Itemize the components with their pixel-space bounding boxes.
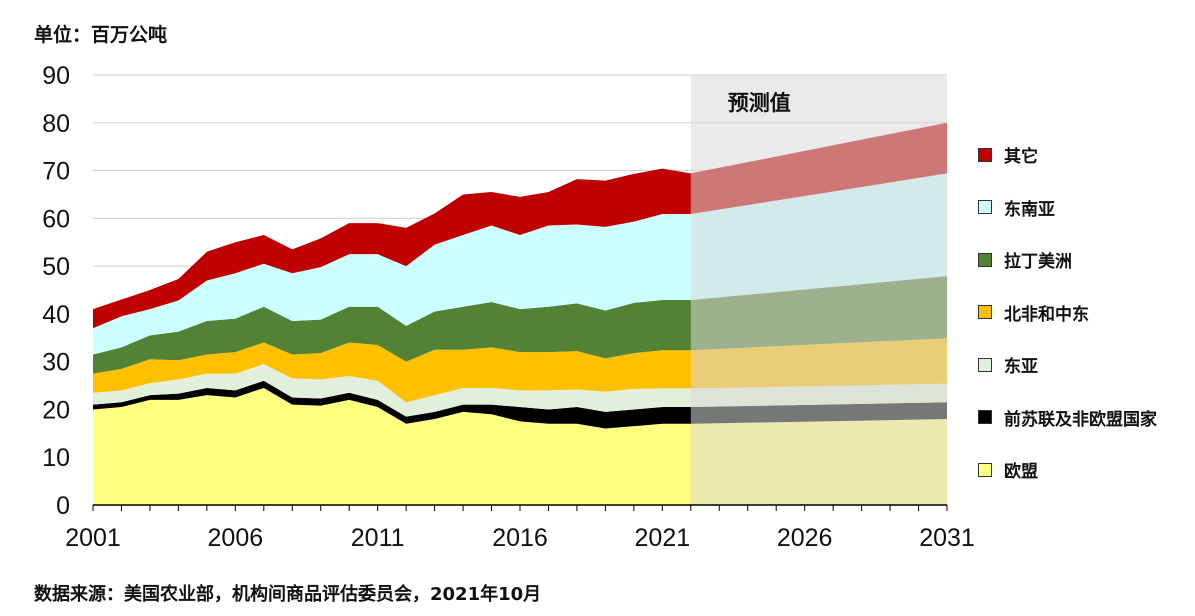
legend-item: 北非和中东 xyxy=(978,300,1089,325)
y-tick-label: 20 xyxy=(42,396,70,424)
y-tick-label: 90 xyxy=(42,62,70,90)
x-tick-label: 2016 xyxy=(492,524,548,552)
legend-label: 东亚 xyxy=(1004,357,1038,377)
legend-swatch xyxy=(978,200,992,214)
legend-label: 东南亚 xyxy=(1004,199,1055,220)
legend-label: 拉丁美洲 xyxy=(1004,252,1072,272)
legend-label: 前苏联及非欧盟国家 xyxy=(1004,409,1157,430)
x-tick-label: 2031 xyxy=(919,524,975,552)
legend-item: 东亚 xyxy=(978,352,1038,377)
legend-swatch xyxy=(978,252,992,267)
legend-label: 欧盟 xyxy=(1004,462,1038,482)
y-tick-label: 80 xyxy=(42,110,70,138)
y-tick-label: 60 xyxy=(42,205,70,233)
y-tick-label: 0 xyxy=(56,492,70,520)
legend-label: 北非和中东 xyxy=(1004,304,1089,325)
source-note: 数据来源：美国农业部，机构间商品评估委员会，2021年10月 xyxy=(34,584,542,605)
forecast-shade xyxy=(690,75,947,505)
y-tick-label: 30 xyxy=(42,349,70,377)
legend-label: 其它 xyxy=(1004,147,1038,167)
x-tick-label: 2006 xyxy=(208,524,264,552)
y-tick-label: 10 xyxy=(42,444,70,472)
y-tick-label: 50 xyxy=(42,253,70,281)
legend-swatch xyxy=(978,147,992,162)
forecast-label: 预测值 xyxy=(728,91,791,115)
x-tick-label: 2011 xyxy=(351,524,405,552)
legend-item: 欧盟 xyxy=(978,457,1038,482)
legend-item: 前苏联及非欧盟国家 xyxy=(978,405,1157,430)
legend-swatch xyxy=(978,305,992,319)
axes: 0 10 20 30 40 50 60 70 80 90 2001 2006 2011 2016 2021 2… xyxy=(42,62,975,552)
legend-item: 其它 xyxy=(978,142,1038,167)
x-tick-label: 2026 xyxy=(777,524,833,552)
unit-label: 单位：百万公吨 xyxy=(34,24,168,46)
x-tick-label: 2021 xyxy=(635,524,691,552)
y-tick-label: 70 xyxy=(42,158,70,186)
legend-swatch xyxy=(978,357,992,372)
legend-item: 东南亚 xyxy=(978,195,1055,220)
y-tick-label: 40 xyxy=(42,301,70,329)
legend-swatch xyxy=(978,462,992,477)
legend-swatch xyxy=(978,410,992,424)
legend-item: 拉丁美洲 xyxy=(978,247,1072,272)
x-tick-label: 2001 xyxy=(65,524,121,552)
